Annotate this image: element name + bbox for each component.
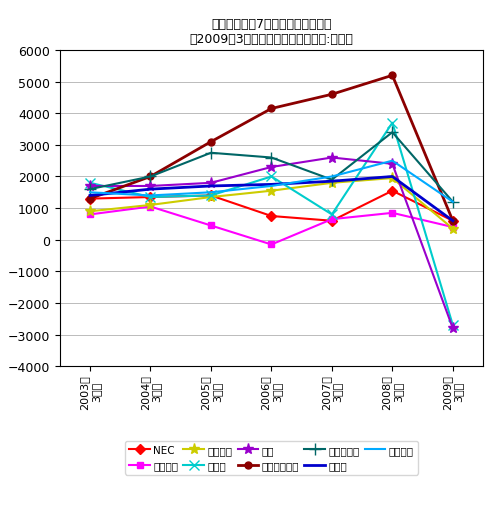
三洋電機	[389, 210, 395, 216]
富士通	[389, 174, 395, 180]
三洋電機	[208, 223, 214, 229]
NEC	[87, 196, 93, 202]
三洋電機	[329, 217, 335, 223]
富士通	[208, 184, 214, 190]
Title: 電機大手直近7年間の営業損益推移
（2009年3月期は直近予想）（単位:億円）: 電機大手直近7年間の営業損益推移 （2009年3月期は直近予想）（単位:億円）	[189, 18, 354, 46]
NEC	[329, 218, 335, 224]
日立製作所	[87, 187, 93, 193]
三菱電機	[329, 174, 335, 180]
シャープ	[87, 209, 93, 215]
東芝	[268, 164, 274, 171]
シャープ	[329, 180, 335, 186]
富士通	[268, 182, 274, 188]
ソニー	[450, 322, 456, 328]
パナソニック	[208, 139, 214, 146]
Line: 東芝: 東芝	[85, 153, 458, 334]
パナソニック	[450, 218, 456, 224]
ソニー	[389, 121, 395, 127]
日立製作所	[450, 200, 456, 206]
Line: ソニー: ソニー	[85, 119, 458, 330]
パナソニック	[147, 174, 153, 180]
Legend: NEC, 三洋電機, シャープ, ソニー, 東芝, パナソニック, 日立製作所, 富士通, 三菱電機: NEC, 三洋電機, シャープ, ソニー, 東芝, パナソニック, 日立製作所,…	[125, 441, 418, 474]
三菱電機	[389, 158, 395, 164]
三菱電機	[147, 193, 153, 199]
シャープ	[389, 176, 395, 182]
東芝	[87, 184, 93, 190]
三洋電機	[450, 224, 456, 231]
三菱電機	[208, 190, 214, 196]
三菱電機	[450, 200, 456, 206]
Line: 三洋電機: 三洋電機	[87, 204, 456, 248]
Line: NEC: NEC	[87, 188, 456, 225]
富士通	[329, 179, 335, 185]
Line: 日立製作所: 日立製作所	[85, 127, 458, 208]
NEC	[268, 214, 274, 220]
ソニー	[208, 193, 214, 199]
NEC	[147, 194, 153, 201]
シャープ	[268, 188, 274, 194]
富士通	[147, 187, 153, 193]
三洋電機	[87, 212, 93, 218]
富士通	[450, 218, 456, 224]
Line: 三菱電機: 三菱電機	[90, 161, 453, 203]
NEC	[389, 188, 395, 194]
パナソニック	[87, 196, 93, 202]
東芝	[389, 161, 395, 167]
パナソニック	[329, 92, 335, 98]
パナソニック	[268, 106, 274, 112]
Line: パナソニック: パナソニック	[87, 73, 456, 225]
三菱電機	[268, 184, 274, 190]
日立製作所	[208, 151, 214, 157]
ソニー	[329, 212, 335, 218]
東芝	[450, 326, 456, 332]
三洋電機	[147, 204, 153, 210]
Line: シャープ: シャープ	[85, 173, 458, 235]
シャープ	[147, 203, 153, 209]
NEC	[208, 193, 214, 199]
シャープ	[208, 194, 214, 201]
Line: 富士通: 富士通	[90, 177, 453, 221]
NEC	[450, 218, 456, 224]
日立製作所	[268, 155, 274, 161]
富士通	[87, 193, 93, 199]
ソニー	[147, 194, 153, 201]
日立製作所	[147, 174, 153, 180]
日立製作所	[389, 130, 395, 136]
東芝	[208, 180, 214, 186]
パナソニック	[389, 73, 395, 79]
三洋電機	[268, 242, 274, 248]
シャープ	[450, 226, 456, 232]
ソニー	[87, 180, 93, 186]
ソニー	[268, 174, 274, 180]
東芝	[329, 155, 335, 161]
東芝	[147, 184, 153, 190]
日立製作所	[329, 177, 335, 183]
三菱電機	[87, 190, 93, 196]
